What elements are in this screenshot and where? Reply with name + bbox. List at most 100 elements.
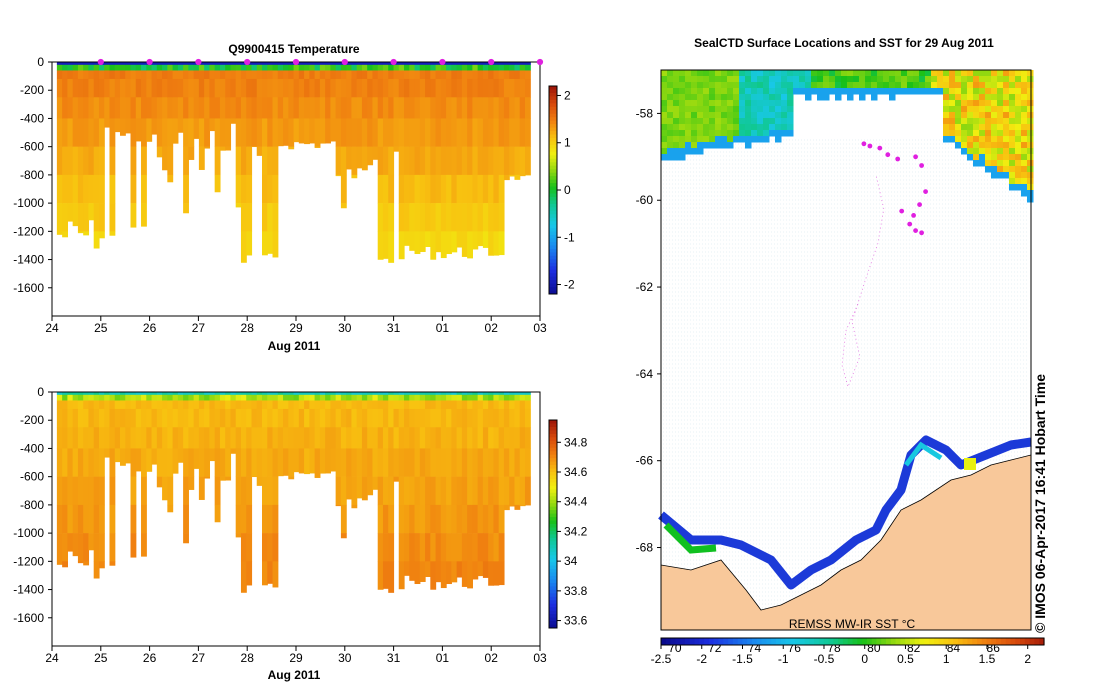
sst-pixel <box>931 88 938 95</box>
section-cell <box>198 64 205 71</box>
section-cell <box>335 64 342 71</box>
sst-pixel <box>787 124 794 131</box>
sst-pixel <box>1003 166 1010 173</box>
section-cell <box>493 400 500 410</box>
sst-pixel <box>697 118 704 125</box>
sst-pixel <box>817 88 824 95</box>
section-cell <box>83 62 90 66</box>
section-cell <box>382 64 389 71</box>
sst-pixel <box>913 82 920 89</box>
sst-pixel <box>685 100 692 107</box>
map-colorbar-swatch <box>675 638 681 645</box>
section-cell <box>309 118 316 144</box>
sst-pixel <box>1021 178 1028 185</box>
section-cell <box>377 392 384 396</box>
section-cell <box>167 62 174 66</box>
sst-pixel <box>697 148 704 155</box>
section-cell <box>314 97 321 119</box>
section-cell <box>235 118 242 147</box>
section-cell <box>235 400 242 410</box>
section-cell <box>461 427 468 449</box>
section-cell <box>356 70 363 80</box>
section-cell <box>77 174 84 204</box>
section-cell <box>204 78 211 98</box>
section-cell <box>104 70 111 80</box>
section-cell <box>419 561 426 582</box>
section-cell <box>67 400 74 410</box>
map-lat-label: -62 <box>636 280 654 294</box>
temperature-ytick-label: -1000 <box>13 196 44 210</box>
section-cell <box>346 62 353 66</box>
section-cell <box>188 70 195 80</box>
section-cell <box>141 448 147 477</box>
profile-marker <box>195 58 202 66</box>
section-cell <box>382 174 389 204</box>
sst-pixel <box>1009 184 1016 191</box>
salinity-colorbar-swatch <box>549 600 557 605</box>
section-cell <box>225 394 232 401</box>
section-cell <box>488 203 495 232</box>
section-cell <box>404 174 410 204</box>
section-cell <box>251 408 258 428</box>
sst-pixel <box>697 142 704 149</box>
section-cell <box>88 146 95 176</box>
section-cell <box>198 78 205 98</box>
sst-pixel <box>949 130 956 137</box>
section-cell <box>377 533 384 562</box>
section-cell <box>356 394 363 401</box>
section-cell <box>404 476 410 506</box>
sst-pixel <box>721 100 728 107</box>
section-cell <box>183 392 189 396</box>
section-cell <box>172 64 179 71</box>
section-cell <box>183 62 189 66</box>
section-cell <box>72 146 79 176</box>
section-cell <box>198 62 205 66</box>
section-cell <box>372 427 379 449</box>
section-cell <box>262 64 268 71</box>
sst-pixel <box>703 130 710 137</box>
map-colorbar-swatch <box>881 638 887 645</box>
section-cell <box>467 394 473 401</box>
temperature-colorbar-swatch <box>549 221 557 226</box>
section-cell <box>114 392 121 396</box>
sst-pixel <box>967 118 974 125</box>
sst-pixel <box>745 112 752 119</box>
section-cell <box>256 118 263 147</box>
seal-track <box>841 174 885 389</box>
section-cell <box>503 146 510 176</box>
section-cell <box>393 476 400 482</box>
section-cell <box>498 400 505 410</box>
section-cell <box>114 78 121 98</box>
section-cell <box>67 533 74 552</box>
salinity-xtick-label: 03 <box>533 651 547 665</box>
sst-pixel <box>691 94 698 101</box>
section-cell <box>482 62 489 66</box>
section-cell <box>177 400 184 410</box>
sst-pixel <box>901 82 908 89</box>
sst-pixel <box>727 118 734 125</box>
section-cell <box>377 146 384 176</box>
salinity-colorbar-label: 33.8 <box>564 584 588 598</box>
section-cell <box>414 97 421 119</box>
sst-pixel <box>877 82 884 89</box>
section-cell <box>88 64 95 71</box>
section-cell <box>225 400 232 410</box>
section-cell <box>267 561 274 584</box>
sst-pixel <box>751 88 758 95</box>
section-cell <box>409 427 416 449</box>
sst-pixel <box>991 136 998 143</box>
map-colorbar-tick-label: -1 <box>778 652 789 666</box>
section-cell <box>235 78 242 98</box>
sst-pixel <box>991 76 998 83</box>
section-cell <box>135 394 142 401</box>
section-cell <box>246 174 253 204</box>
section-cell <box>414 62 421 66</box>
section-cell <box>119 408 126 428</box>
section-cell <box>393 448 400 477</box>
section-cell <box>472 203 479 232</box>
section-cell <box>367 476 374 496</box>
section-cell <box>177 392 184 396</box>
section-cell <box>493 146 500 176</box>
section-cell <box>493 174 500 204</box>
salinity-colorbar-swatch <box>549 430 557 435</box>
